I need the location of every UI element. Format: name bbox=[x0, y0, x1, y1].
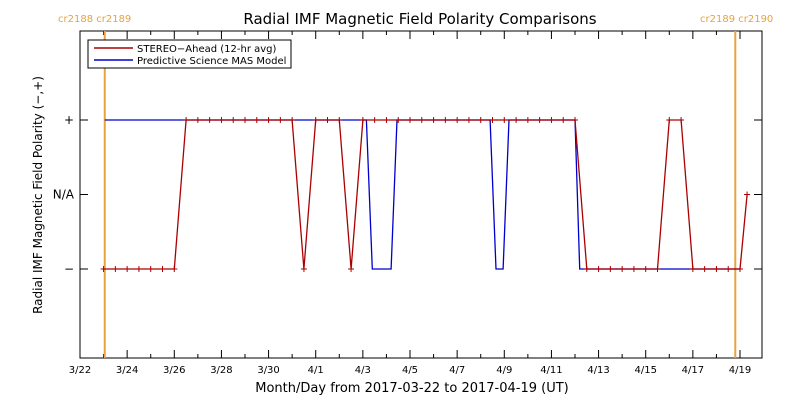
x-tick-label: 3/30 bbox=[257, 365, 279, 376]
series-point-stereo-ahead bbox=[595, 266, 602, 272]
series-point-stereo-ahead bbox=[583, 266, 590, 272]
x-tick-label: 3/22 bbox=[69, 365, 91, 376]
x-tick-label: 4/11 bbox=[540, 365, 562, 376]
x-tick-label: 4/19 bbox=[729, 365, 751, 376]
series-point-stereo-ahead bbox=[300, 266, 307, 272]
series-point-stereo-ahead bbox=[630, 266, 637, 272]
series-point-stereo-ahead bbox=[418, 117, 425, 123]
series-point-stereo-ahead bbox=[524, 117, 531, 123]
series-point-stereo-ahead bbox=[194, 117, 201, 123]
series-point-stereo-ahead bbox=[536, 117, 543, 123]
series-point-stereo-ahead bbox=[183, 117, 190, 123]
x-tick-label: 4/17 bbox=[682, 365, 704, 376]
x-axis-ticks: 3/22 3/24 3/26 3/28 3/30 4/1 4/3 4/5 4/7 4/9 4/11 4… bbox=[69, 31, 751, 376]
series-point-stereo-ahead bbox=[737, 266, 743, 272]
series-point-stereo-ahead bbox=[744, 191, 751, 198]
series-point-stereo-ahead bbox=[206, 117, 213, 123]
y-axis-label: Radial IMF Magnetic Field Polarity (−,+) bbox=[31, 76, 45, 314]
series-point-stereo-ahead bbox=[348, 266, 355, 272]
carrington-label: cr2188 cr2189 bbox=[58, 14, 131, 25]
series-point-stereo-ahead bbox=[430, 117, 437, 123]
legend-box bbox=[87, 39, 292, 69]
series-point-stereo-ahead bbox=[407, 117, 413, 123]
series-point-stereo-ahead bbox=[548, 117, 555, 123]
legend: STEREO−Ahead (12-hr avg) Predictive Scie… bbox=[87, 39, 292, 69]
series-point-stereo-ahead bbox=[100, 266, 107, 272]
carrington-label: cr2189 cr2190 bbox=[700, 14, 773, 25]
series-point-stereo-ahead bbox=[701, 266, 708, 272]
series-lines bbox=[100, 117, 751, 272]
series-point-stereo-ahead bbox=[501, 117, 508, 123]
series-point-stereo-ahead bbox=[395, 117, 402, 123]
legend-label-model: Predictive Science MAS Model bbox=[137, 56, 286, 67]
y-tick-label: N/A bbox=[53, 188, 75, 202]
series-point-stereo-ahead bbox=[242, 117, 248, 123]
series-point-stereo-ahead bbox=[383, 117, 390, 123]
series-point-stereo-ahead bbox=[218, 117, 225, 123]
x-tick-label: 3/26 bbox=[163, 365, 185, 376]
series-point-stereo-ahead bbox=[477, 117, 484, 123]
series-point-stereo-ahead bbox=[666, 117, 673, 123]
x-tick-label: 4/13 bbox=[587, 365, 609, 376]
series-point-stereo-ahead bbox=[265, 117, 272, 123]
series-point-stereo-ahead bbox=[230, 117, 237, 123]
carrington-rotation-markers: cr2188 cr2189 cr2189 cr2190 bbox=[58, 14, 773, 358]
series-point-stereo-ahead bbox=[336, 117, 343, 123]
series-point-stereo-ahead bbox=[289, 117, 296, 123]
series-point-stereo-ahead bbox=[654, 266, 661, 272]
series-point-stereo-ahead bbox=[324, 117, 331, 123]
series-point-stereo-ahead bbox=[442, 117, 449, 123]
x-tick-label: 4/7 bbox=[449, 365, 465, 376]
series-point-stereo-ahead bbox=[371, 117, 378, 123]
series-line-mas-model bbox=[104, 119, 740, 270]
series-point-stereo-ahead bbox=[725, 266, 732, 272]
legend-label-stereo: STEREO−Ahead (12-hr avg) bbox=[137, 44, 277, 55]
series-point-stereo-ahead bbox=[135, 266, 142, 272]
x-tick-label: 4/3 bbox=[355, 365, 371, 376]
x-tick-label: 4/9 bbox=[496, 365, 512, 376]
series-point-stereo-ahead bbox=[642, 266, 649, 272]
series-point-stereo-ahead bbox=[312, 117, 319, 123]
x-axis-label: Month/Day from 2017-03-22 to 2017-04-19 … bbox=[255, 381, 568, 396]
series-point-stereo-ahead bbox=[465, 117, 472, 123]
series-point-stereo-ahead bbox=[277, 117, 284, 123]
plot-area-frame bbox=[79, 30, 763, 359]
series-point-stereo-ahead bbox=[171, 266, 178, 272]
series-point-stereo-ahead bbox=[513, 117, 520, 123]
series-point-stereo-ahead bbox=[572, 117, 578, 123]
series-point-stereo-ahead bbox=[253, 117, 260, 123]
series-point-stereo-ahead bbox=[560, 117, 567, 123]
x-tick-label: 4/1 bbox=[308, 365, 324, 376]
series-point-stereo-ahead bbox=[619, 266, 626, 272]
series-point-stereo-ahead bbox=[112, 266, 119, 272]
chart-title: Radial IMF Magnetic Field Polarity Compa… bbox=[243, 10, 596, 28]
series-point-stereo-ahead bbox=[124, 266, 131, 272]
series-point-stereo-ahead bbox=[454, 117, 461, 123]
y-axis-ticks: + N/A − bbox=[53, 113, 762, 276]
series-point-stereo-ahead bbox=[678, 117, 685, 123]
series-point-stereo-ahead bbox=[689, 266, 696, 272]
y-tick-label: − bbox=[64, 262, 74, 276]
x-tick-label: 3/28 bbox=[210, 365, 232, 376]
series-point-stereo-ahead bbox=[159, 266, 166, 272]
series-point-stereo-ahead bbox=[359, 117, 366, 123]
series-point-stereo-ahead bbox=[713, 266, 720, 272]
series-point-stereo-ahead bbox=[147, 266, 154, 272]
series-point-stereo-ahead bbox=[607, 266, 614, 272]
y-tick-label: + bbox=[64, 113, 74, 127]
series-point-stereo-ahead bbox=[489, 117, 496, 123]
x-tick-label: 4/15 bbox=[634, 365, 656, 376]
x-tick-label: 3/24 bbox=[116, 365, 138, 376]
x-tick-label: 4/5 bbox=[402, 365, 418, 376]
series-line-stereo-ahead bbox=[103, 119, 748, 270]
